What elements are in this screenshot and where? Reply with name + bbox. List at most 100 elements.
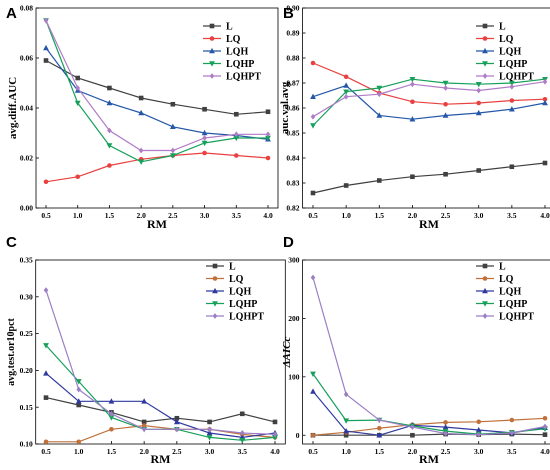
legend-marker	[482, 276, 488, 281]
data-point	[233, 131, 239, 138]
data-point	[272, 435, 278, 441]
data-point	[76, 386, 82, 393]
legend-item: L	[476, 22, 506, 33]
series-lqhp	[43, 343, 278, 444]
legend-item: LQ	[476, 274, 514, 285]
legend-item: LQ	[476, 34, 514, 45]
data-point	[443, 85, 448, 91]
data-point	[542, 415, 548, 421]
series-l	[43, 58, 271, 117]
y-tick-label: 0.06	[20, 54, 33, 63]
legend-label: LQHPT	[499, 312, 534, 323]
x-tick-label: 1.0	[73, 211, 83, 220]
legend-label: LQHPT	[226, 72, 261, 83]
legend-item: LQHP	[476, 59, 527, 70]
legend-label: L	[226, 22, 233, 33]
data-point	[509, 164, 515, 170]
x-axis-title: RM	[419, 217, 439, 231]
data-point	[138, 147, 144, 154]
y-tick-label: 0.35	[20, 256, 33, 265]
data-point	[509, 98, 515, 103]
y-tick-label: 0.20	[20, 366, 33, 375]
y-tick-label: 0.86	[286, 104, 299, 113]
x-tick-label: 3.5	[232, 211, 242, 220]
data-point	[141, 419, 147, 425]
legend-marker	[482, 47, 488, 54]
series-line	[312, 81, 546, 118]
legend-item: LQHPT	[476, 72, 534, 83]
data-point	[272, 431, 278, 438]
y-axis-title: avg.test.or10pct	[6, 317, 17, 385]
x-tick-label: 3.5	[238, 447, 248, 456]
data-point	[75, 174, 81, 180]
data-point	[43, 395, 49, 400]
series-line	[312, 78, 546, 126]
legend-label: LQHP	[229, 299, 257, 310]
data-point	[409, 76, 416, 83]
legend-marker	[209, 73, 215, 79]
data-point	[443, 101, 448, 107]
data-point	[343, 418, 350, 424]
data-point	[343, 432, 349, 438]
data-point	[233, 111, 239, 117]
y-tick-label: 0.90	[286, 4, 299, 13]
series-lq	[43, 150, 271, 185]
data-point	[442, 112, 449, 118]
legend-item: LQHP	[203, 59, 254, 70]
legend-label: LQHP	[226, 59, 254, 70]
panel-letter: D	[283, 234, 294, 251]
data-point	[343, 82, 350, 88]
data-point	[43, 370, 49, 376]
data-point	[265, 131, 271, 138]
series-lqhpt	[310, 78, 548, 120]
data-point	[202, 150, 207, 156]
data-point	[475, 81, 482, 88]
data-point	[442, 423, 449, 430]
y-axis-title: auc.val.avg	[279, 81, 291, 134]
legend-label: LQH	[229, 287, 251, 298]
x-tick-label: 4.0	[263, 211, 273, 220]
y-axis-title: avg.diff.AUC	[7, 77, 19, 139]
data-point	[201, 140, 208, 147]
x-tick-label: 1.5	[375, 447, 385, 456]
legend-label: LQHP	[499, 299, 527, 310]
panel-c: C 0.10 0.15 0.20 0.25 0.30 0.35 0.5 1.0 1.5 2.0 2.5…	[6, 234, 286, 466]
data-point	[376, 425, 382, 431]
y-tick-label: 0.10	[20, 440, 33, 449]
panel-letter: A	[6, 5, 17, 22]
data-point	[508, 80, 515, 87]
data-point	[410, 432, 415, 438]
data-point	[265, 135, 271, 142]
series-line	[312, 62, 546, 105]
legend-item: LQH	[476, 287, 521, 298]
data-point	[410, 81, 415, 88]
x-tick-label: 3.5	[507, 447, 517, 456]
data-point	[376, 178, 382, 183]
y-tick-label: 0.30	[20, 292, 33, 301]
series-l	[310, 160, 548, 196]
legend-label: LQH	[499, 287, 521, 298]
legend-marker	[212, 301, 218, 307]
data-point	[107, 127, 112, 134]
x-tick-label: 2.5	[441, 447, 451, 456]
data-point	[310, 93, 316, 100]
data-point	[207, 419, 212, 425]
y-tick-label: 100	[288, 372, 300, 381]
y-tick-label: 0.85	[286, 129, 299, 138]
data-point	[443, 420, 448, 425]
x-tick-label: 3.0	[474, 211, 484, 220]
x-tick-label: 3.5	[507, 211, 517, 220]
data-point	[476, 87, 482, 94]
legend-marker	[482, 73, 488, 79]
x-tick-label: 2.0	[408, 447, 418, 456]
data-point	[201, 129, 208, 136]
x-tick-label: 2.5	[441, 211, 451, 220]
y-tick-label: 0.15	[20, 403, 33, 412]
data-point	[138, 159, 145, 165]
data-point	[476, 431, 482, 438]
data-point	[343, 74, 349, 80]
x-tick-label: 1.5	[375, 211, 385, 220]
series-line	[45, 20, 268, 152]
x-tick-label: 0.5	[308, 447, 318, 456]
data-point	[138, 109, 145, 116]
